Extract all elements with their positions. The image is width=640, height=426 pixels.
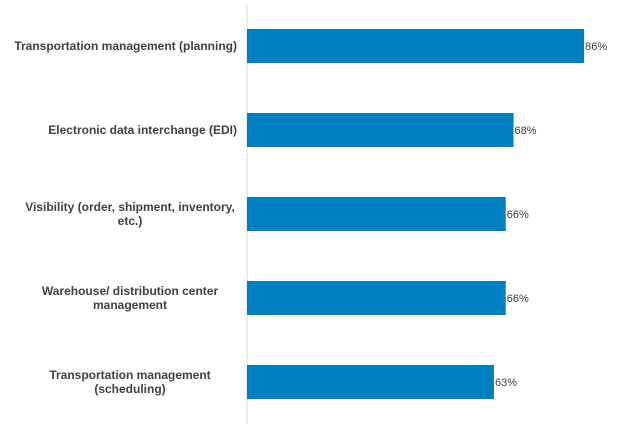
bars-group bbox=[247, 29, 585, 399]
bar-5 bbox=[247, 365, 494, 399]
value-label-3: 66% bbox=[507, 209, 529, 221]
value-label-5: 63% bbox=[495, 377, 517, 389]
category-label-5: Transportation management (scheduling) bbox=[49, 368, 210, 396]
category-label-line: Transportation management (planning) bbox=[14, 39, 237, 53]
category-label-4: Warehouse/ distribution center management bbox=[42, 284, 219, 312]
category-label-3: Visibility (order, shipment, inventory, e… bbox=[25, 200, 235, 228]
category-label-line: (scheduling) bbox=[94, 382, 165, 396]
value-label-4: 66% bbox=[507, 293, 529, 305]
value-label-1: 86% bbox=[585, 41, 607, 53]
bar-4 bbox=[247, 281, 506, 315]
category-label-line: Transportation management bbox=[49, 368, 210, 382]
category-label-line: etc.) bbox=[118, 214, 143, 228]
category-label-line: Electronic data interchange (EDI) bbox=[48, 123, 237, 137]
category-label-1: Transportation management (planning) bbox=[14, 39, 237, 53]
bar-1 bbox=[247, 29, 585, 63]
category-labels-group: Transportation management (planning) Elec… bbox=[14, 39, 237, 396]
category-label-line: Warehouse/ distribution center bbox=[42, 284, 219, 298]
bar-3 bbox=[247, 197, 506, 231]
category-label-line: management bbox=[93, 298, 167, 312]
value-label-2: 68% bbox=[515, 125, 537, 137]
category-label-2: Electronic data interchange (EDI) bbox=[48, 123, 237, 137]
value-labels-group: 86% 68% 66% 66% 63% bbox=[495, 41, 607, 389]
category-label-line: Visibility (order, shipment, inventory, bbox=[25, 200, 235, 214]
bar-2 bbox=[247, 113, 514, 147]
